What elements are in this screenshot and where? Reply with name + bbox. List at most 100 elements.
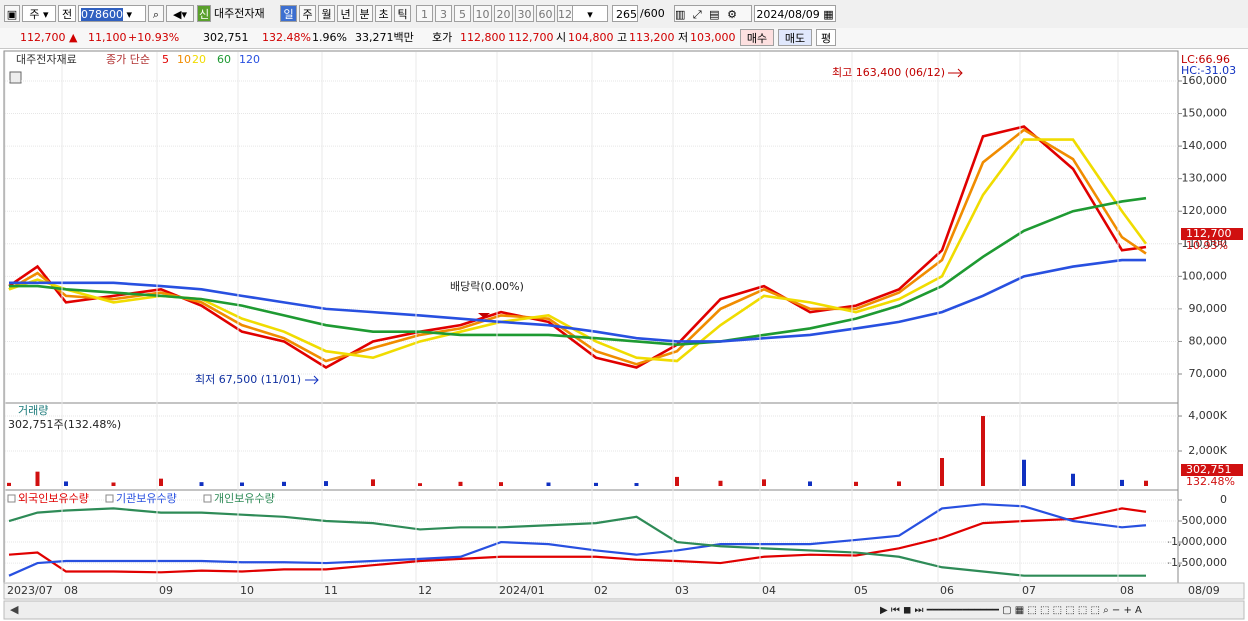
hc-label: HC:-31.03 — [1181, 64, 1236, 77]
legend-entry: 60 — [217, 53, 231, 66]
y-tick-label: 0 — [1220, 493, 1227, 506]
x-tick-label: 11 — [324, 584, 338, 597]
legend-entry: 10 — [177, 53, 191, 66]
code: 078600 — [81, 8, 123, 21]
dividend-note: 배당락(0.00%) — [450, 280, 524, 293]
high-note: 최고 163,400 (06/12) — [832, 66, 945, 79]
avg-button[interactable]: 평 — [816, 29, 836, 46]
chart: ◀ ▶ ⏮ ◼ ⏭ ━━━━━━━━━━━━ ▢ ▦ ⬚ ⬚ ⬚ ⬚ ⬚ ⬚ ⌕… — [3, 50, 1245, 620]
legend-swatch — [203, 494, 212, 503]
sound-button[interactable]: ◀▾ — [166, 5, 194, 22]
volume-bar — [718, 480, 723, 486]
volume-bar — [854, 481, 858, 486]
period-button[interactable]: 분 — [356, 5, 373, 22]
ask: 112,800 — [460, 31, 506, 44]
x-tick-label: 12 — [418, 584, 432, 597]
stock-name: 대주전자재 — [214, 7, 265, 20]
search-button[interactable]: ⌕ — [148, 5, 164, 22]
y-tick-label: -500,000 — [1178, 514, 1227, 527]
period-button[interactable]: 월 — [318, 5, 335, 22]
low-label: 저 — [678, 31, 689, 44]
count-max: /600 — [640, 7, 665, 20]
date-input[interactable]: 2024/08/09 ▦ — [754, 5, 836, 22]
x-tick-label: 05 — [854, 584, 868, 597]
series-line — [9, 196, 1147, 347]
unit-button[interactable]: 20 — [494, 5, 513, 22]
period-button[interactable]: 틱 — [394, 5, 411, 22]
unit-button[interactable]: 3 — [435, 5, 452, 22]
volume-bar — [7, 482, 11, 486]
volume-last-rate: 132.48% — [1186, 475, 1235, 488]
unit-button[interactable]: 60 — [536, 5, 555, 22]
amount: 33,271백만 — [355, 31, 414, 44]
last-price: 112,700 — [1186, 227, 1232, 240]
arrow — [478, 313, 490, 318]
y-tick-label: 2,000K — [1188, 444, 1227, 457]
y-tick-label: 150,000 — [1182, 107, 1228, 120]
x-tick-label: 10 — [240, 584, 254, 597]
volume-bar — [111, 482, 116, 486]
volume-bar — [282, 481, 286, 486]
unit-button[interactable]: 30 — [515, 5, 534, 22]
high-label: 고 — [617, 31, 628, 44]
volume-tag-bg — [1181, 464, 1243, 476]
x-tick-label: 09 — [159, 584, 173, 597]
volume-bar — [634, 483, 639, 486]
rate: +10.93% — [128, 31, 180, 44]
volume-bar — [1144, 480, 1148, 486]
legend-entry: 5 — [162, 53, 169, 66]
tool-buttons[interactable]: ▥ ⤢ ▤ ⚙ — [674, 5, 752, 22]
arrow — [948, 68, 963, 78]
sell-button[interactable]: 매도 — [778, 29, 812, 46]
x-tick-label: 04 — [762, 584, 776, 597]
x-last-date: 08/09 — [1188, 584, 1220, 597]
mode[interactable]: 전 — [58, 5, 76, 22]
period-button[interactable]: 일 — [280, 5, 297, 22]
legend-entry: 외국인보유수량 — [18, 492, 89, 505]
market: 주 — [29, 8, 40, 21]
x-tick-label: 08 — [64, 584, 78, 597]
series-line — [9, 258, 1146, 343]
price-tag-bg — [1181, 228, 1243, 240]
y-tick-label: 80,000 — [1189, 334, 1228, 347]
volume-bar — [499, 482, 503, 486]
code-input[interactable]: 078600 ▾ — [78, 5, 146, 22]
volume-bar — [675, 476, 679, 486]
volume-bar — [808, 481, 812, 486]
period-button[interactable]: 초 — [375, 5, 392, 22]
turnover: 1.96% — [312, 31, 347, 44]
count-input[interactable]: 265 — [612, 5, 638, 22]
buy-button[interactable]: 매수 — [740, 29, 774, 46]
volume-bar — [199, 482, 204, 486]
y-tick-label: 4,000K — [1188, 409, 1227, 422]
y-tick-label: 110,000 — [1182, 237, 1228, 250]
volume-bar — [371, 479, 375, 486]
svg-text:▶ ⏮ ◼ ⏭ ━━━━━━━━━━━━ ▢ ▦ ⬚ ⬚ ⬚: ▶ ⏮ ◼ ⏭ ━━━━━━━━━━━━ ▢ ▦ ⬚ ⬚ ⬚ ⬚ ⬚ ⬚ ⌕ −… — [880, 605, 1142, 616]
menu-icon[interactable]: ▣ — [4, 5, 20, 22]
date: 2024/08/09 — [756, 8, 820, 21]
y-tick-label: 90,000 — [1189, 302, 1228, 315]
legend-entry: 기관보유수량 — [116, 492, 177, 505]
volume-last: 302,751 — [1186, 463, 1232, 476]
y-tick-label: -1,000,000 — [1167, 535, 1227, 548]
low: 103,000 — [690, 31, 736, 44]
legend-entry: 개인보유수량 — [214, 492, 275, 505]
svg-text:◀: ◀ — [10, 603, 19, 616]
ask-label: 호가 — [432, 31, 453, 44]
unit-button[interactable]: 5 — [454, 5, 471, 22]
legend-entry: 120 — [239, 53, 260, 66]
unit-select[interactable]: ▾ — [572, 5, 608, 22]
y-tick-label: -1,500,000 — [1167, 556, 1227, 569]
unit-button[interactable]: 1 — [416, 5, 433, 22]
lc-label: LC:66.96 — [1181, 53, 1230, 66]
low-note: 최저 67,500 (11/01) — [195, 373, 301, 386]
y-tick-label: 160,000 — [1182, 74, 1228, 87]
unit-button[interactable]: 10 — [473, 5, 492, 22]
volume-bar — [546, 482, 551, 486]
period-button[interactable]: 년 — [337, 5, 354, 22]
period-button[interactable]: 주 — [299, 5, 316, 22]
volume-bar — [981, 416, 985, 486]
x-tick-label: 03 — [675, 584, 689, 597]
market-select[interactable]: 주 ▾ — [22, 5, 56, 22]
